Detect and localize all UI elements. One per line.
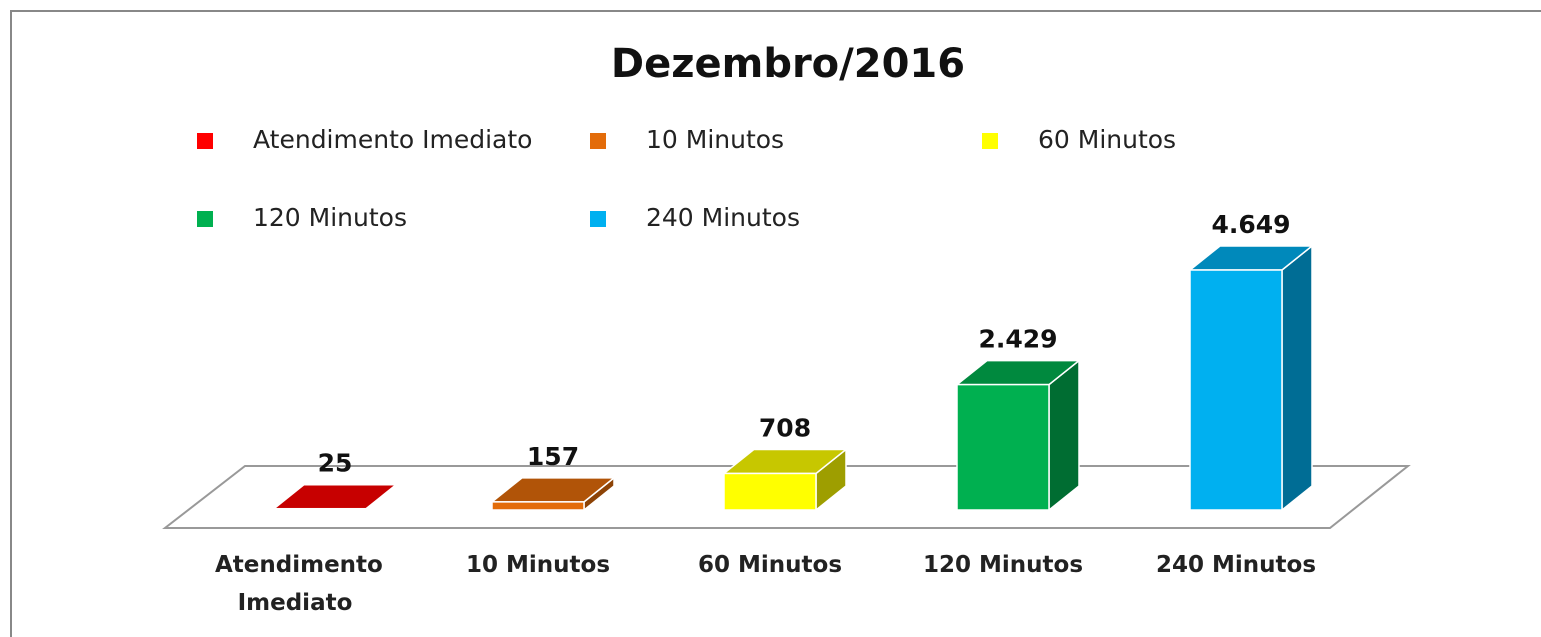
data-label: 157 xyxy=(527,442,579,471)
legend-label: 240 Minutos xyxy=(646,203,800,232)
bar-front xyxy=(491,501,585,511)
legend-swatch xyxy=(982,133,998,149)
legend-swatch xyxy=(590,133,606,149)
bar-side xyxy=(1281,244,1313,512)
legend-label: Atendimento Imediato xyxy=(253,125,532,154)
x-tick-label: 60 Minutos xyxy=(697,552,843,578)
bar xyxy=(1187,244,1315,512)
bar xyxy=(721,447,849,512)
bar-front xyxy=(723,472,817,511)
legend-label: 10 Minutos xyxy=(646,125,784,154)
bar xyxy=(271,483,399,512)
bar-front xyxy=(956,383,1050,511)
x-tick-label: Atendimento Imediato xyxy=(215,552,383,616)
data-label: 708 xyxy=(759,413,811,442)
bar-side xyxy=(1048,359,1080,512)
bar xyxy=(954,359,1082,512)
legend-label: 120 Minutos xyxy=(253,203,407,232)
data-label: 2.429 xyxy=(978,325,1057,354)
x-tick-label: 240 Minutos xyxy=(1155,552,1317,578)
legend-label: 60 Minutos xyxy=(1038,125,1176,154)
chart-title: Dezembro/2016 xyxy=(611,41,965,87)
legend-swatch xyxy=(197,211,213,227)
legend-swatch xyxy=(590,211,606,227)
x-tick-label: 120 Minutos xyxy=(922,552,1084,578)
x-tick-label: 10 Minutos xyxy=(465,552,611,578)
bar-front xyxy=(273,507,367,511)
data-label: 25 xyxy=(318,449,353,478)
legend-swatch xyxy=(197,133,213,149)
bar xyxy=(489,476,617,512)
data-label: 4.649 xyxy=(1211,210,1290,239)
bar-front xyxy=(1189,269,1283,511)
